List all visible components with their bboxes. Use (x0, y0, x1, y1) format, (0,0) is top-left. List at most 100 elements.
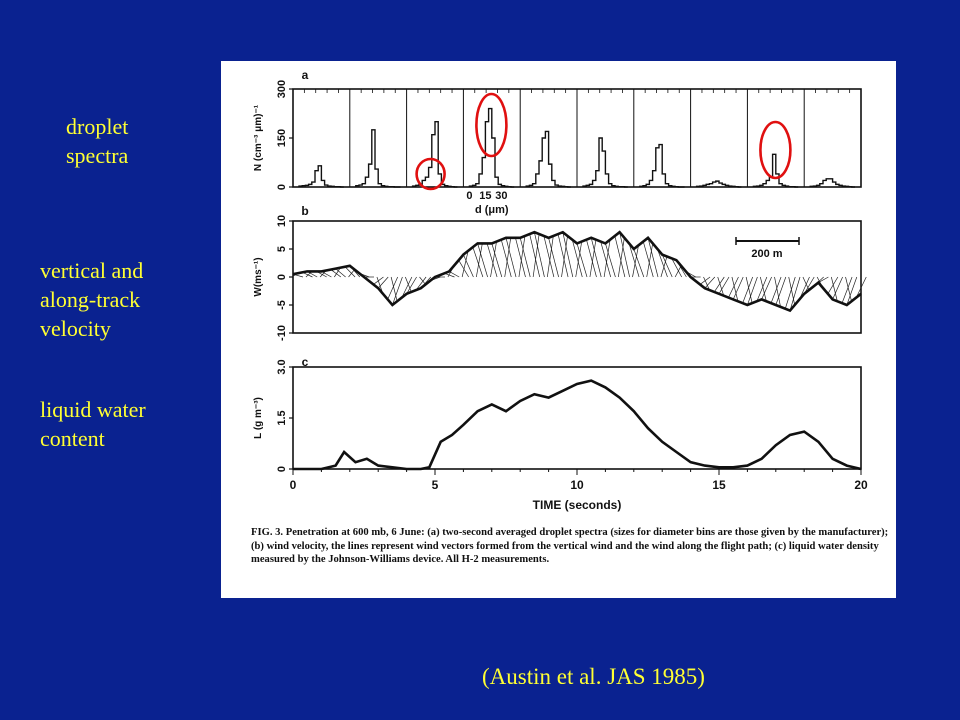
panel-b-letter: b (301, 204, 308, 218)
panel-a-xtick-label: 30 (495, 190, 507, 202)
wind-vector-line (728, 276, 739, 298)
velocity-label-line3: velocity (40, 316, 111, 341)
wind-vector-line (532, 234, 540, 278)
panel-b-frame (292, 220, 862, 334)
wind-vector-line (504, 237, 512, 278)
wind-vector-line (406, 276, 417, 294)
wind-vector-line (647, 237, 659, 278)
panel-a-ytick-label: 150 (276, 129, 288, 147)
wind-vector-line (387, 276, 398, 300)
wind-vector-line (742, 276, 753, 304)
wind-vector-line (546, 235, 554, 278)
liquid-water-label: liquid water content (40, 395, 146, 453)
wind-vector-line (461, 250, 469, 278)
wind-vector-line (788, 276, 796, 306)
spectrum-histogram (468, 107, 515, 188)
panel-c-xtick-label: 0 (290, 478, 297, 492)
wind-vector-line (756, 276, 768, 302)
wind-vector-line (605, 243, 616, 278)
wind-vector-line (633, 248, 645, 278)
wind-vector-line (344, 266, 356, 278)
spectrum-histogram (695, 180, 742, 188)
wind-vector-line (415, 276, 427, 291)
spectrum-histogram (809, 178, 855, 188)
panel-b-ytick-label: -10 (276, 325, 288, 341)
velocity-label-line1: vertical and (40, 258, 144, 283)
panel-a-ytick-label: 0 (276, 184, 288, 190)
wind-vector-line (348, 269, 355, 278)
wind-vector-line (671, 258, 682, 278)
panel-b-ytick-label: 0 (276, 274, 288, 280)
panel-c-ytick-label: 0 (276, 466, 288, 472)
wind-vector-line (745, 276, 753, 304)
wind-vector-line (405, 276, 412, 293)
scale-bar-label: 200 m (751, 248, 782, 260)
wind-vector-line (515, 237, 526, 278)
spectrum-histogram (582, 137, 628, 188)
wind-vector-line (818, 276, 829, 283)
highlight-ellipse (759, 120, 792, 180)
panel-c-letter: c (302, 355, 309, 369)
wind-vector-line (732, 276, 744, 300)
wind-vector-line (548, 237, 559, 278)
wind-vector-line (617, 237, 625, 278)
wind-vector-line (589, 239, 597, 278)
wind-vector-line (475, 243, 483, 278)
wind-vector-line (576, 243, 588, 278)
wind-vector-line (703, 276, 710, 291)
wind-vector-line (614, 235, 626, 278)
wind-vector-line (477, 243, 488, 278)
panel-c-ytick-label: 3.0 (276, 359, 288, 374)
wind-vector-line (619, 232, 630, 278)
panel-b-ytick-label: 10 (276, 215, 288, 227)
wind-vector-line (832, 276, 843, 300)
wind-vector-line (770, 276, 782, 304)
wind-vector-line (759, 276, 767, 302)
velocity-label: vertical and along-track velocity (40, 256, 143, 343)
wind-vector-line (486, 243, 498, 278)
spectrum-histogram (355, 129, 401, 188)
panel-c-xtick-label: 10 (570, 478, 584, 492)
highlight-ellipse (475, 92, 508, 158)
wind-vector-line (472, 247, 484, 278)
spectrum-histogram (298, 165, 344, 188)
wind-vector-line (603, 239, 611, 278)
wind-vector-line (590, 237, 602, 278)
figure-caption: FIG. 3. Penetration at 600 mb, 6 June: (… (251, 527, 889, 566)
wind-vector-line (784, 276, 796, 309)
wind-vector-line (463, 254, 474, 278)
wind-vector-line (841, 276, 853, 304)
wind-vector-line (802, 276, 810, 291)
panel-c-ytick-label: 1.5 (276, 410, 288, 425)
wind-vector-line (713, 276, 725, 293)
droplet-spectra-label: droplet spectra (66, 112, 128, 170)
wind-vector-line (390, 276, 398, 302)
wind-vector-line (855, 276, 867, 298)
wind-vector-line (628, 243, 640, 278)
droplet-label-line2: spectra (66, 143, 129, 168)
wind-vector-line (534, 232, 545, 278)
wind-vector-line (571, 239, 583, 278)
panel-a-letter: a (302, 68, 309, 82)
panel-a-xtick-label: 0 (466, 190, 472, 202)
wind-vector-line (586, 239, 597, 278)
wind-vector-line (505, 237, 517, 278)
panel-b-ytick-label: 5 (276, 246, 288, 252)
wind-vector-line (449, 271, 460, 278)
wind-vector-line (458, 260, 469, 278)
wind-vector-line (392, 276, 403, 306)
panel-c-xtick-label: 5 (432, 478, 439, 492)
wind-vector-line (660, 256, 668, 278)
wind-vector-line (775, 276, 787, 306)
scanned-figure: a 0 150 300 N (cm⁻³ μm)⁻¹ 0 15 30 d (μm) b 10 5 0 -5-… (221, 61, 896, 598)
wind-vector-line (490, 241, 497, 278)
wind-vector-line (519, 237, 531, 278)
wind-vector-line (704, 276, 716, 289)
wind-vector-line (642, 241, 654, 278)
panel-c-xtick-label: 20 (854, 478, 868, 492)
wind-vector-line (561, 235, 568, 278)
panel-c-xlabel: TIME (seconds) (533, 498, 622, 512)
wind-vector-line (657, 248, 668, 278)
wind-vector-line (330, 269, 342, 278)
